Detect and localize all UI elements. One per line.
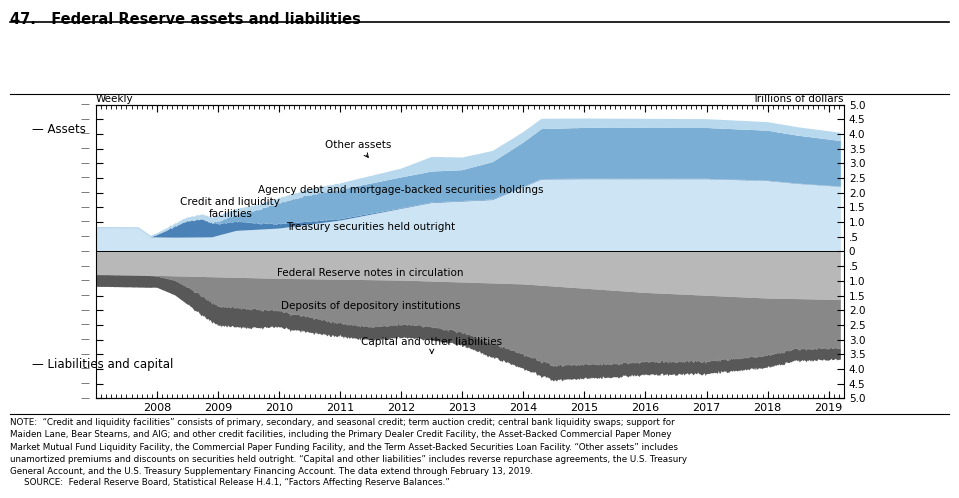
Text: Credit and liquidity
facilities: Credit and liquidity facilities [180, 197, 280, 219]
Text: Federal Reserve notes in circulation: Federal Reserve notes in circulation [277, 267, 464, 278]
Text: — Assets: — Assets [33, 123, 86, 136]
Text: Treasury securities held outright: Treasury securities held outright [286, 223, 456, 233]
Text: —: — [81, 247, 90, 256]
Text: —: — [81, 203, 90, 212]
Text: Weekly: Weekly [96, 94, 133, 104]
Text: —: — [81, 306, 90, 315]
Text: Agency debt and mortgage-backed securities holdings: Agency debt and mortgage-backed securiti… [259, 185, 544, 195]
Text: —: — [81, 232, 90, 242]
Text: Capital and other liabilities: Capital and other liabilities [362, 337, 503, 353]
Text: —: — [81, 144, 90, 153]
Text: SOURCE:  Federal Reserve Board, Statistical Release H.4.1, “Factors Affecting Re: SOURCE: Federal Reserve Board, Statistic… [24, 478, 450, 487]
Text: 47.   Federal Reserve assets and liabilities: 47. Federal Reserve assets and liabiliti… [10, 12, 361, 27]
Text: —: — [81, 350, 90, 359]
Text: NOTE:  “Credit and liquidity facilities” consists of primary, secondary, and sea: NOTE: “Credit and liquidity facilities” … [10, 418, 687, 476]
Text: Deposits of depository institutions: Deposits of depository institutions [281, 301, 460, 311]
Text: —: — [81, 365, 90, 374]
Text: —: — [81, 173, 90, 183]
Text: —: — [81, 379, 90, 388]
Text: —: — [81, 129, 90, 138]
Text: —: — [81, 394, 90, 403]
Text: —: — [81, 188, 90, 197]
Text: —: — [81, 159, 90, 168]
Text: —: — [81, 276, 90, 285]
Text: Trillions of dollars: Trillions of dollars [753, 94, 844, 104]
Text: —: — [81, 291, 90, 300]
Text: —: — [81, 261, 90, 271]
Text: —: — [81, 335, 90, 344]
Text: — Liabilities and capital: — Liabilities and capital [33, 358, 174, 371]
Text: —: — [81, 320, 90, 330]
Text: —: — [81, 218, 90, 227]
Text: —: — [81, 115, 90, 124]
Text: Other assets: Other assets [325, 140, 391, 157]
Text: —: — [81, 100, 90, 109]
